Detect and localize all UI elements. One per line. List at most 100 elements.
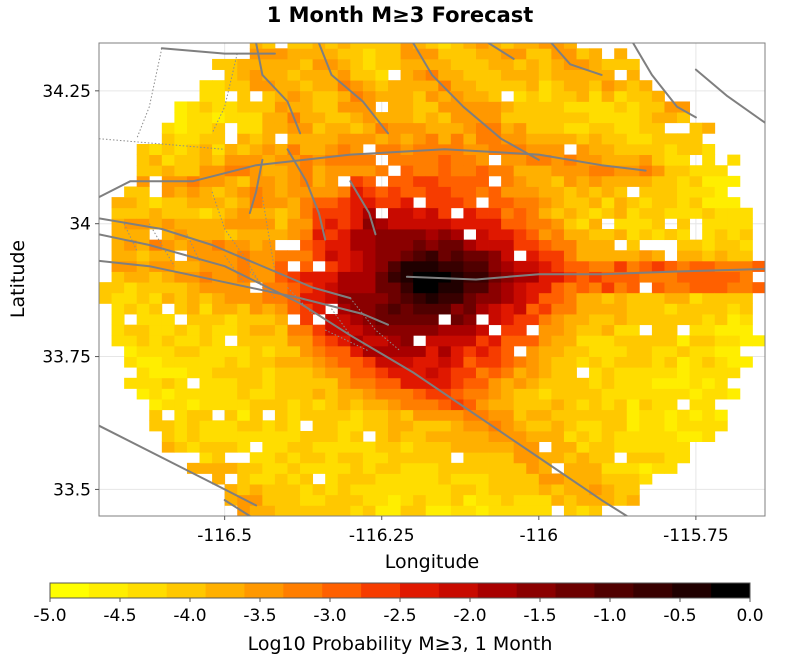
grid-cell [589,58,603,70]
grid-cell [702,303,716,315]
grid-cell [174,441,188,453]
grid-cell [438,282,452,294]
grid-cell [664,462,678,474]
grid-cell [526,282,540,294]
grid-cell [425,324,439,336]
grid-cell [287,101,301,113]
grid-cell [689,314,703,326]
grid-cell [212,399,226,411]
grid-cell [262,452,276,464]
grid-cell [626,452,640,464]
grid-cell [199,207,213,219]
grid-cell [174,101,188,113]
grid-cell [752,282,765,294]
grid-cell [400,101,414,113]
grid-cell [212,282,226,294]
grid-cell [237,197,251,209]
grid-cell [325,112,339,124]
grid-cell [362,377,376,389]
grid-cell [249,452,263,464]
grid-cell [689,367,703,379]
grid-cell [149,154,163,166]
grid-cell [639,292,653,304]
grid-cell [501,165,515,177]
grid-cell [526,218,540,230]
grid-cell [224,229,238,241]
grid-cell [400,292,414,304]
grid-cell [639,186,653,198]
grid-cell [438,345,452,357]
grid-cell [488,101,502,113]
grid-cell [212,229,226,241]
grid-cell [438,356,452,368]
grid-cell [589,69,603,81]
grid-cell [174,154,188,166]
grid-cell [362,165,376,177]
grid-cell [161,143,175,156]
grid-cell [702,430,716,442]
grid-cell [237,260,251,272]
grid-cell [563,356,577,368]
grid-cell [224,112,238,124]
grid-cell [287,388,301,400]
grid-cell [551,292,565,304]
grid-cell [526,271,540,283]
grid-cell [626,409,640,421]
grid-cell [325,48,339,60]
grid-cell [274,484,288,496]
grid-cell [601,260,615,272]
grid-cell [199,133,213,145]
grid-cell [300,58,314,70]
grid-cell [350,250,364,262]
colorbar-swatch [127,583,168,598]
grid-cell [463,122,477,134]
grid-cell [689,335,703,347]
grid-cell [375,271,389,283]
grid-cell [438,324,452,336]
grid-cell [626,282,640,294]
grid-cell [664,271,678,283]
grid-cell [149,197,163,209]
x-tick-label: -116 [520,526,559,546]
grid-cell [425,420,439,432]
grid-cell [714,207,728,219]
grid-cell [488,48,502,60]
grid-cell [199,399,213,411]
grid-cell [262,473,276,485]
chart-title: 1 Month M≥3 Forecast [267,3,534,27]
grid-cell [174,239,188,251]
grid-cell [237,314,251,326]
grid-cell [501,399,515,411]
grid-cell [526,345,540,357]
grid-cell [312,90,326,102]
grid-cell [136,377,150,389]
grid-cell [400,462,414,474]
grid-cell [576,345,590,357]
colorbar-label: Log10 Probability M≥3, 1 Month [248,633,553,655]
grid-cell [677,335,691,347]
grid-cell [375,314,389,326]
grid-cell [727,239,741,251]
grid-cell [337,356,351,368]
grid-cell [501,122,515,134]
grid-cell [526,143,540,156]
grid-cell [199,260,213,272]
grid-cell [501,335,515,347]
grid-cell [513,43,527,49]
grid-cell [626,122,640,134]
grid-cell [601,122,615,134]
grid-cell [438,154,452,166]
grid-cell [438,186,452,198]
grid-cell [375,229,389,241]
grid-cell [614,133,628,145]
region-boundary [186,234,200,262]
grid-cell [375,356,389,368]
grid-cell [337,58,351,70]
grid-cell [488,239,502,251]
grid-cell [438,303,452,315]
grid-cell [563,441,577,453]
grid-cell [677,303,691,315]
grid-cell [287,484,301,496]
grid-cell [199,420,213,432]
grid-cell [589,452,603,464]
